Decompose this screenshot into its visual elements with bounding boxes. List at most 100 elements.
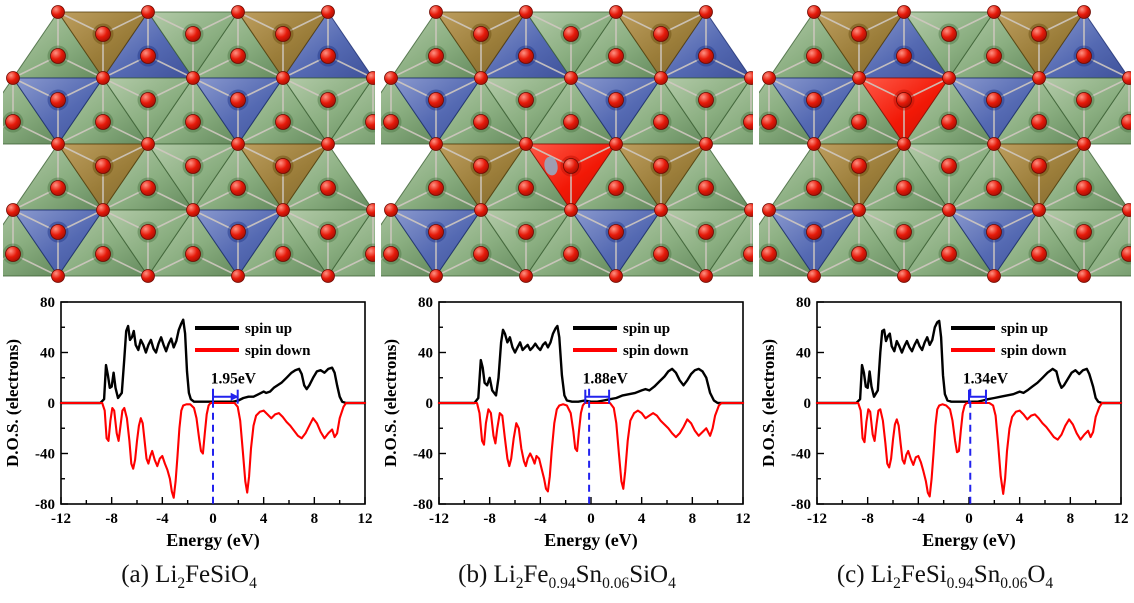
oxygen-atom: [275, 246, 291, 262]
caption-text: O: [1027, 561, 1046, 588]
oxygen-atom: [383, 246, 399, 262]
crystal-structure-b: [381, 5, 753, 283]
atoms-layer: [381, 5, 753, 283]
caption-subscript: 0.94: [548, 575, 576, 592]
oxygen-atom: [851, 246, 867, 262]
oxygen-atom: [851, 26, 867, 42]
y-tick-label: 40: [796, 346, 811, 362]
oxygen-atom: [608, 92, 624, 108]
x-tick-label: -12: [51, 511, 71, 527]
panel-caption-a: (a) Li2FeSiO4: [121, 556, 257, 598]
oxygen-atom: [762, 203, 776, 217]
oxygen-atom: [51, 5, 65, 19]
x-tick-label: -8: [861, 511, 874, 527]
oxygen-atom: [564, 203, 578, 217]
x-tick-label: 4: [260, 511, 268, 527]
x-tick-label: -8: [483, 511, 496, 527]
legend: spin up spin down: [573, 321, 689, 359]
caption-text: FeSi: [900, 561, 947, 588]
panel-c: -12 -8 -4 0 4 8 12 -80 -40 0 40 80 Energy (eV) D.O.S.…: [756, 0, 1134, 598]
oxygen-atom: [519, 5, 533, 19]
legend: spin up spin down: [195, 321, 311, 359]
oxygen-atom: [1031, 246, 1047, 262]
y-tick-label: 80: [796, 295, 811, 311]
oxygen-atom: [744, 71, 753, 85]
oxygen-atom: [806, 224, 822, 240]
crystal-structure-a: [3, 5, 375, 283]
oxygen-atom: [140, 48, 156, 64]
oxygen-atom: [96, 71, 110, 85]
oxygen-atom: [698, 180, 714, 196]
oxygen-atom: [366, 203, 375, 217]
oxygen-atom: [230, 180, 246, 196]
x-tick-label: 4: [1016, 511, 1024, 527]
oxygen-atom: [1076, 48, 1092, 64]
y-tick-label: -80: [35, 497, 55, 513]
oxygen-atom: [699, 5, 713, 19]
x-tick-label: 0: [209, 511, 217, 527]
oxygen-atom: [563, 26, 579, 42]
legend-label-spin-down: spin down: [623, 343, 689, 359]
oxygen-atom: [806, 92, 822, 108]
caption-subscript: 0.94: [946, 575, 974, 592]
caption-subscript: 4: [1045, 575, 1054, 592]
band-gap-annotation: 1.88eV: [583, 371, 629, 504]
y-tick-label: 0: [426, 396, 434, 412]
oxygen-atom: [320, 180, 336, 196]
oxygen-atom: [474, 203, 488, 217]
y-tick-label: 40: [40, 346, 55, 362]
oxygen-atom: [941, 246, 957, 262]
sn-atom: [544, 156, 558, 176]
x-axis-label: Energy (eV): [544, 530, 637, 551]
oxygen-atom: [141, 269, 155, 283]
oxygen-atom: [762, 71, 776, 85]
oxygen-atom: [518, 92, 534, 108]
oxygen-atom: [140, 180, 156, 196]
oxygen-atom: [986, 224, 1002, 240]
oxygen-atom: [699, 137, 713, 151]
oxygen-atom: [896, 92, 912, 108]
gap-value-label: 1.95eV: [211, 371, 257, 388]
oxygen-atom: [140, 224, 156, 240]
y-tick-label: 0: [804, 396, 812, 412]
oxygen-atom: [1032, 203, 1046, 217]
caption-text: Sn: [575, 561, 603, 588]
caption-subscript: 2: [177, 575, 186, 592]
oxygen-atom: [95, 114, 111, 130]
x-tick-label: 8: [689, 511, 697, 527]
band-gap-annotation: 1.95eV: [211, 371, 257, 504]
oxygen-atom: [428, 180, 444, 196]
x-tick-label: 8: [1067, 511, 1075, 527]
oxygen-atom: [1121, 114, 1131, 130]
oxygen-atom: [429, 5, 443, 19]
legend-label-spin-up: spin up: [1001, 321, 1048, 337]
oxygen-atom: [275, 114, 291, 130]
oxygen-atom: [896, 224, 912, 240]
oxygen-atom: [698, 92, 714, 108]
oxygen-atom: [96, 203, 110, 217]
oxygen-atom: [653, 158, 669, 174]
oxygen-atom: [743, 246, 753, 262]
oxygen-atom: [942, 71, 956, 85]
caption-text: Fe: [523, 561, 549, 588]
oxygen-atom: [698, 48, 714, 64]
oxygen-atom: [941, 158, 957, 174]
oxygen-atom: [987, 269, 1001, 283]
oxygen-atom: [1122, 203, 1131, 217]
panel-caption-b: (b) Li2Fe0.94Sn0.06SiO4: [458, 556, 676, 598]
y-tick-label: -80: [413, 497, 433, 513]
oxygen-atom: [807, 269, 821, 283]
oxygen-atom: [986, 92, 1002, 108]
oxygen-atom: [275, 26, 291, 42]
oxygen-atom: [275, 158, 291, 174]
oxygen-atom: [1076, 180, 1092, 196]
y-tick-label: -40: [35, 447, 55, 463]
x-tick-label: -12: [807, 511, 827, 527]
x-tick-label: -8: [105, 511, 118, 527]
dos-curve-spin-down: [815, 401, 1123, 498]
y-tick-label: 80: [40, 295, 55, 311]
panel-a: -12 -8 -4 0 4 8 12 -80 -40 0 40 80 Energy (eV) D.O.S.…: [0, 0, 378, 598]
gap-arrowhead: [230, 392, 239, 401]
x-tick-label: 0: [965, 511, 973, 527]
